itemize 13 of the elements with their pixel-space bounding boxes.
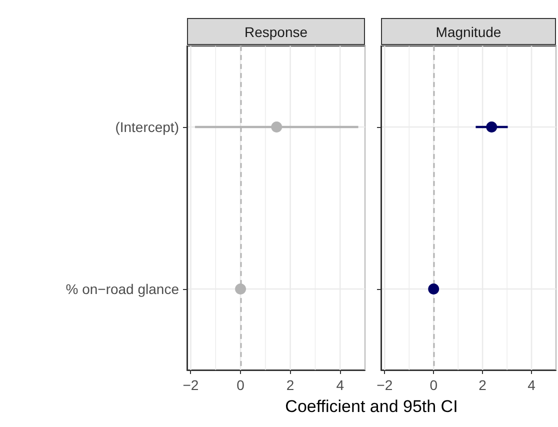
x-tick-label: −2 xyxy=(376,377,393,393)
x-tick-label: 2 xyxy=(478,377,487,393)
x-tick-label: −2 xyxy=(182,377,199,393)
x-tick-label: 2 xyxy=(286,377,294,393)
x-tick-label: 0 xyxy=(430,377,438,393)
x-tick-label: 0 xyxy=(236,377,245,393)
chart-title: Response xyxy=(187,18,365,45)
y-tick-label: (Intercept) xyxy=(115,119,179,135)
x-tick-label: 4 xyxy=(336,377,344,393)
x-axis-title: Coefficient and 95th CI xyxy=(284,397,459,417)
chart-title: Magnitude xyxy=(381,18,556,45)
y-tick-label: % on−road glance xyxy=(66,281,180,297)
x-tick-label: 4 xyxy=(528,377,536,393)
